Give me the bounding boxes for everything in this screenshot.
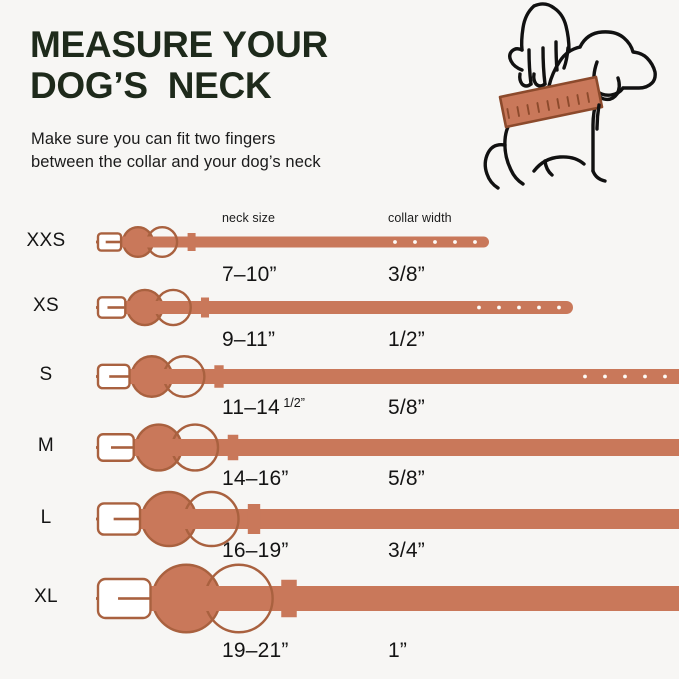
collar-illustration (96, 214, 499, 270)
collar-width-value: 1/2” (388, 328, 425, 351)
neck-size-value: 16–19” (222, 539, 289, 562)
neck-size-value: 9–11” (222, 328, 276, 351)
collar-illustration (96, 412, 679, 483)
measuring-tape (498, 75, 604, 129)
headline-line-1: MEASURE YOUR (30, 24, 328, 65)
neck-size-value: 7–10” (222, 263, 277, 286)
collar-width-value: 5/8” (388, 396, 425, 419)
collar-illustration (96, 551, 679, 646)
subheading: Make sure you can fit two fingers betwee… (31, 128, 451, 174)
column-header-collar-width: collar width (388, 211, 452, 225)
collar-illustration (96, 344, 679, 409)
neck-size-fraction: 1/2” (279, 396, 305, 411)
collar-width-value: 3/8” (388, 263, 425, 286)
size-label: XXS (26, 230, 66, 251)
size-label: XL (34, 586, 58, 607)
neck-size-value: 11–14 1/2” (222, 396, 305, 420)
collar-illustration (96, 479, 679, 559)
size-label: S (39, 364, 53, 385)
size-label: M (37, 435, 55, 456)
collar-illustration (96, 278, 583, 337)
collar-width-value: 1” (388, 639, 408, 662)
collar-width-value: 3/4” (388, 539, 425, 562)
neck-size-value: 14–16” (222, 467, 289, 490)
column-headers: neck size collar width (0, 211, 679, 229)
dog-measuring-illustration (479, 0, 679, 200)
collar-width-value: 5/8” (388, 467, 425, 490)
neck-size-value: 19–21” (222, 639, 289, 662)
page-title: MEASURE YOUR DOG’S NECK (30, 24, 430, 107)
headline-line-2: DOG’S NECK (30, 65, 272, 107)
size-label: XS (33, 295, 59, 316)
subheading-line-1: Make sure you can fit two fingers (31, 130, 276, 148)
neck-size-base: 11–14 (222, 396, 280, 419)
size-label: L (40, 507, 52, 528)
column-header-neck-size: neck size (222, 211, 276, 225)
subheading-line-2: between the collar and your dog’s neck (31, 152, 321, 171)
